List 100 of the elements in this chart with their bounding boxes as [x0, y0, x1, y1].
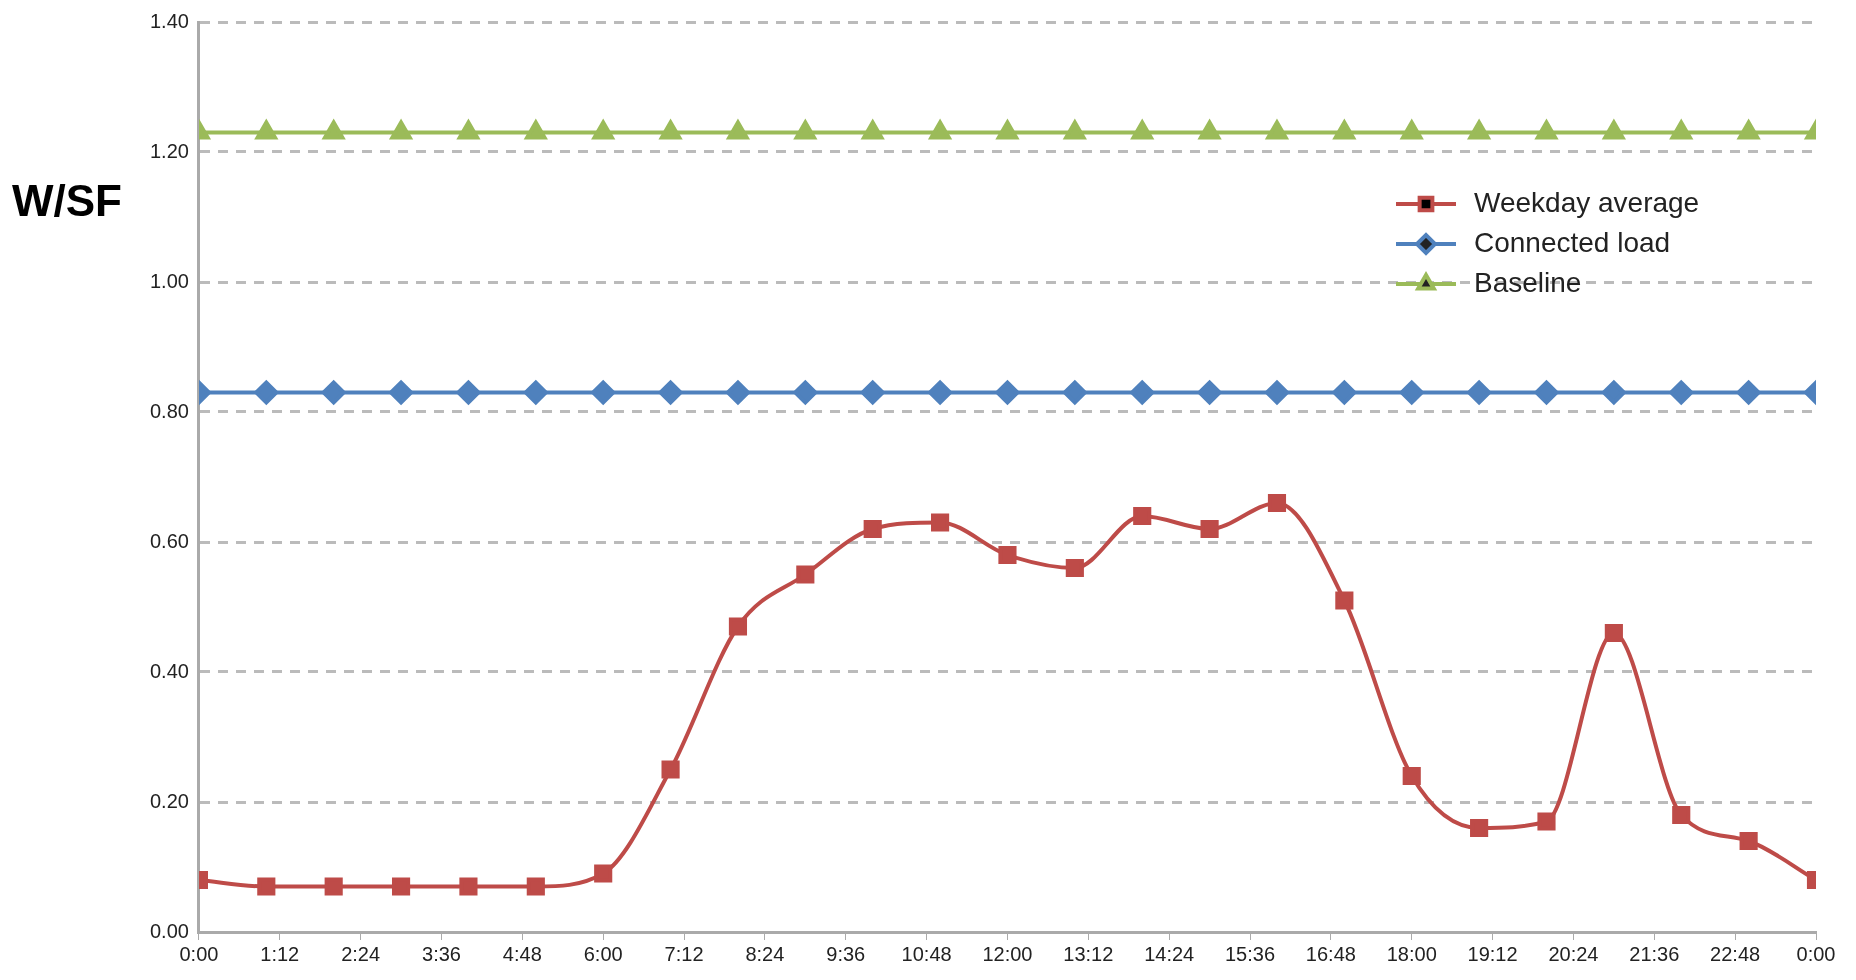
- point: [1672, 805, 1691, 825]
- point: [1737, 120, 1760, 140]
- y-tick-label: 0.80: [149, 399, 189, 422]
- point: [594, 864, 613, 883]
- point: [1670, 120, 1692, 140]
- point: [794, 120, 816, 140]
- point: [996, 120, 1019, 140]
- point: [995, 380, 1020, 405]
- point: [1131, 120, 1153, 140]
- x-tick-label: 3:36: [422, 942, 461, 965]
- point: [459, 877, 478, 896]
- legend-label: Weekday average: [1474, 186, 1700, 218]
- x-tick-label: 4:48: [502, 942, 542, 965]
- point: [391, 877, 411, 896]
- point: [1604, 623, 1623, 643]
- point: [659, 120, 682, 140]
- x-tick-label: 0:00: [1796, 942, 1836, 965]
- point: [525, 120, 547, 140]
- x-tick-label: 7:12: [664, 942, 704, 965]
- x-tick-label: 6:00: [583, 942, 623, 965]
- point: [1402, 766, 1421, 786]
- point: [1537, 812, 1556, 831]
- point: [931, 513, 950, 532]
- x-tick-label: 1:12: [260, 942, 300, 965]
- point: [727, 120, 749, 140]
- point: [1470, 818, 1489, 838]
- point: [1335, 591, 1354, 610]
- point: [324, 877, 343, 896]
- point: [725, 380, 750, 405]
- point: [592, 120, 614, 140]
- point: [1534, 380, 1559, 405]
- point: [1401, 120, 1423, 140]
- x-tick-label: 13:12: [1063, 942, 1114, 965]
- point: [862, 120, 884, 140]
- x-tick-label: 9:36: [826, 942, 866, 965]
- point: [929, 120, 951, 140]
- point: [1669, 380, 1694, 405]
- x-tick-label: 22:48: [1710, 942, 1761, 965]
- point: [928, 380, 953, 405]
- point: [1535, 120, 1558, 140]
- point: [523, 380, 548, 405]
- x-tick-label: 18:00: [1386, 942, 1437, 965]
- point: [1739, 831, 1758, 851]
- y-tick-label: 0.00: [149, 919, 189, 942]
- point: [1332, 380, 1357, 405]
- y-tick-label: 0.20: [149, 789, 189, 812]
- legend-label: Connected load: [1474, 226, 1671, 258]
- x-tick-label: 8:24: [745, 942, 785, 965]
- point: [796, 565, 815, 584]
- point: [1601, 380, 1626, 405]
- point: [860, 380, 885, 405]
- point: [1467, 380, 1492, 405]
- y-axis-title: W/SF: [12, 176, 122, 226]
- y-tick-label: 1.40: [149, 9, 189, 32]
- legend-label: Baseline: [1474, 266, 1582, 298]
- y-tick-label: 0.40: [149, 659, 189, 682]
- point: [323, 120, 345, 140]
- x-tick-label: 0:00: [179, 942, 219, 965]
- point: [1266, 120, 1288, 140]
- point: [390, 120, 412, 140]
- point: [1603, 120, 1625, 140]
- point: [257, 877, 276, 896]
- point: [1198, 120, 1221, 140]
- y-tick-label: 1.00: [149, 269, 189, 292]
- x-tick-label: 2:24: [341, 942, 381, 965]
- point: [1200, 519, 1219, 539]
- x-tick-label: 15:36: [1224, 942, 1276, 965]
- point: [1130, 380, 1155, 405]
- point: [1264, 380, 1289, 405]
- point: [1333, 120, 1356, 140]
- x-tick-label: 21:36: [1629, 942, 1680, 965]
- y-tick-label: 1.20: [149, 139, 189, 162]
- point: [456, 380, 481, 405]
- point: [1399, 380, 1424, 405]
- point: [1197, 380, 1222, 405]
- point: [1133, 506, 1152, 526]
- point: [658, 380, 683, 405]
- point: [998, 545, 1017, 565]
- point: [321, 380, 346, 405]
- point: [591, 380, 616, 405]
- y-tick-label: 0.60: [149, 529, 189, 552]
- point: [863, 519, 882, 539]
- point: [1062, 380, 1087, 405]
- point: [1468, 120, 1490, 140]
- point: [255, 120, 277, 140]
- x-tick-label: 14:24: [1144, 942, 1195, 965]
- x-tick-label: 12:00: [982, 942, 1033, 965]
- point: [457, 120, 480, 140]
- x-tick-label: 20:24: [1548, 942, 1599, 965]
- point: [254, 380, 279, 405]
- point: [1736, 380, 1761, 405]
- point: [1267, 493, 1287, 513]
- point: [1065, 558, 1084, 578]
- x-tick-label: 16:48: [1305, 942, 1356, 965]
- point: [728, 617, 748, 636]
- point: [661, 760, 680, 779]
- point: [793, 380, 818, 405]
- point: [1064, 120, 1086, 140]
- x-tick-label: 10:48: [901, 942, 952, 965]
- point: [389, 380, 414, 405]
